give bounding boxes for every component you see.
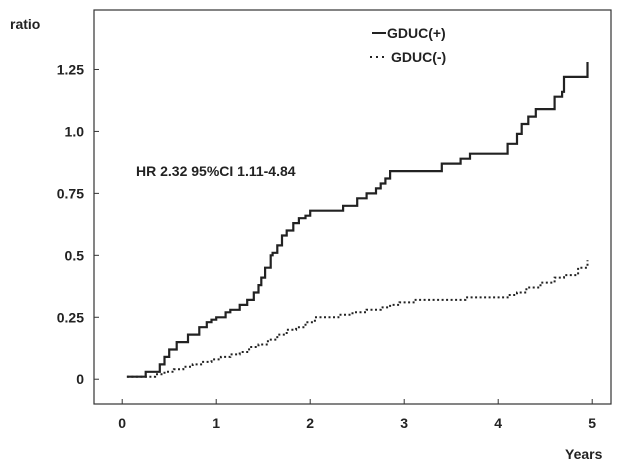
hazard-ratio-annotation: HR 2.32 95%CI 1.11-4.84 — [136, 163, 296, 179]
plot-frame — [93, 9, 612, 405]
y-tick-label: 0 — [76, 371, 84, 387]
x-tick-label: 0 — [118, 415, 126, 431]
series-line-gduc-neg — [126, 260, 589, 378]
series-line-gduc-pos — [126, 62, 589, 378]
x-tick-label: 3 — [400, 415, 408, 431]
y-tick-label: 1.25 — [57, 61, 84, 77]
y-tick-label: 0.25 — [57, 309, 84, 325]
y-tick-label: 1.0 — [65, 123, 85, 139]
legend-label-gduc-pos: GDUC(+) — [387, 25, 446, 41]
y-tick-label: 0.5 — [65, 247, 85, 263]
y-axis-label: ratio — [10, 16, 40, 32]
legend-label-gduc-neg: GDUC(-) — [391, 49, 446, 65]
y-tick-label: 0.75 — [57, 185, 84, 201]
legend: GDUC(+) GDUC(-) — [370, 25, 446, 65]
x-tick-label: 4 — [494, 415, 502, 431]
x-tick-label: 1 — [212, 415, 220, 431]
x-tick-label: 2 — [306, 415, 314, 431]
x-axis-label: Years — [565, 446, 603, 462]
x-tick-label: 5 — [588, 415, 596, 431]
